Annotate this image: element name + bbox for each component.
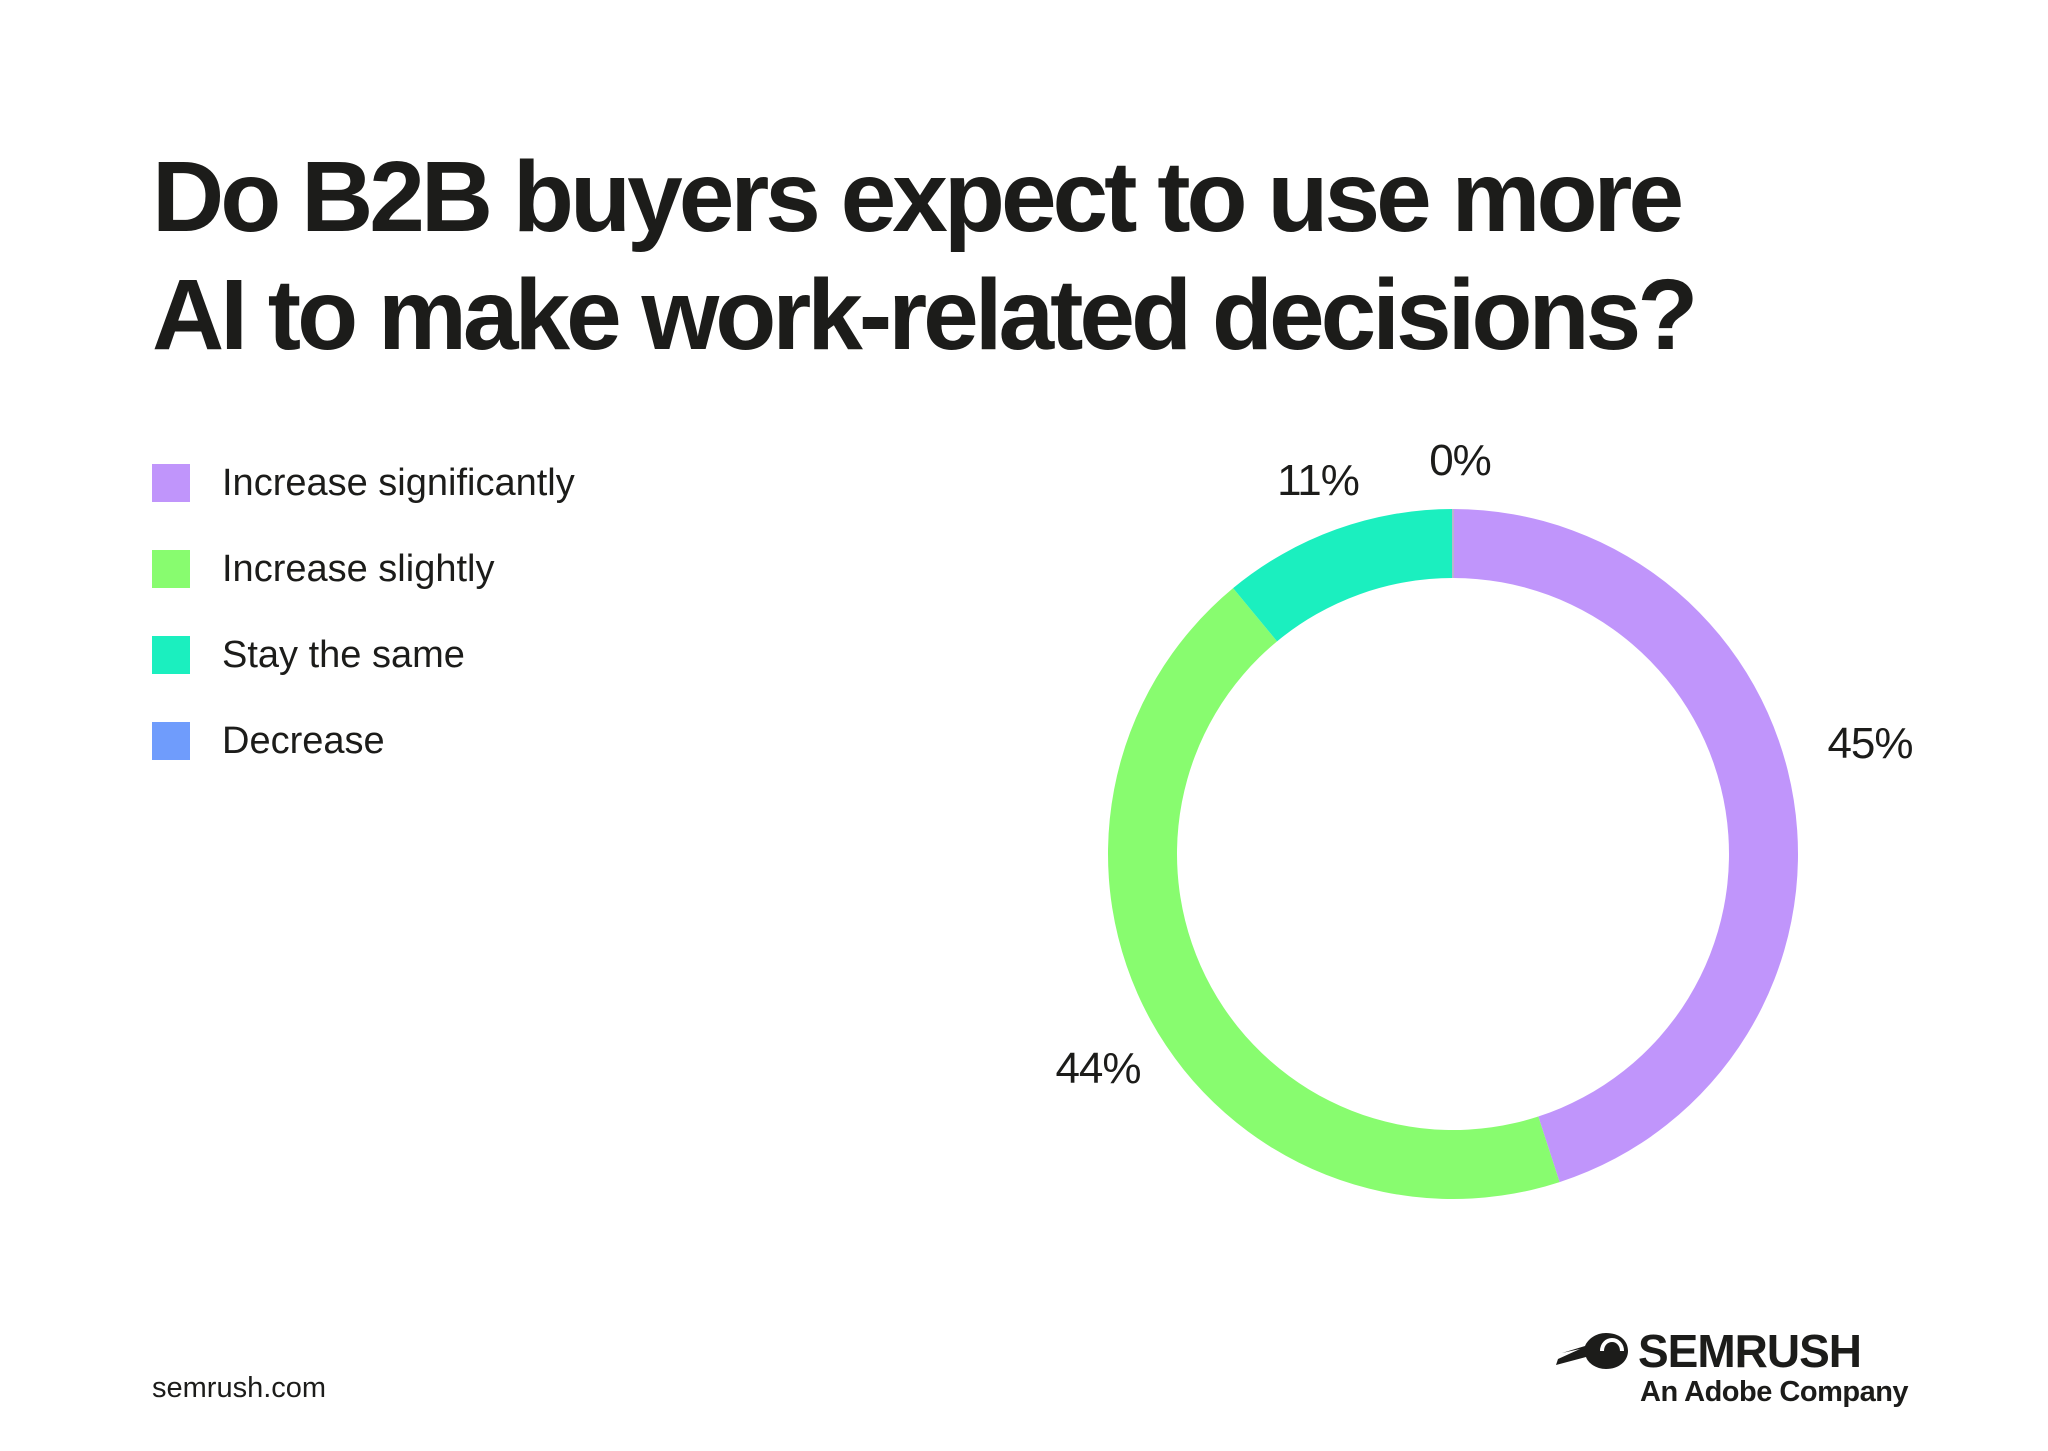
donut-slice-increase-slightly: [1107, 588, 1560, 1199]
legend-label: Increase slightly: [222, 547, 495, 590]
legend-item-decrease: Decrease: [152, 698, 575, 784]
legend-label: Decrease: [222, 719, 385, 762]
chart-legend: Increase significantly Increase slightly…: [152, 440, 575, 784]
data-label-increase-significantly: 45%: [1827, 719, 1912, 768]
legend-swatch: [152, 722, 190, 760]
chart-title-line-2: AI to make work-related decisions?: [152, 259, 1698, 371]
donut-slice-increase-significantly: [1453, 509, 1799, 1183]
donut-slice-stay-the-same: [1233, 509, 1453, 642]
legend-item-increase-significantly: Increase significantly: [152, 440, 575, 526]
chart-title-line-1: Do B2B buyers expect to use more: [152, 141, 1684, 253]
legend-label: Increase significantly: [222, 461, 575, 504]
legend-item-increase-slightly: Increase slightly: [152, 526, 575, 612]
data-label-decrease: 0%: [1429, 436, 1491, 485]
footer-url: semrush.com: [152, 1372, 327, 1404]
legend-swatch: [152, 550, 190, 588]
legend-swatch: [152, 464, 190, 502]
legend-swatch: [152, 636, 190, 674]
legend-item-stay-the-same: Stay the same: [152, 612, 575, 698]
data-label-increase-slightly: 44%: [1055, 1044, 1140, 1093]
data-label-stay-the-same: 11%: [1277, 456, 1359, 505]
semrush-fireball-icon: [1556, 1333, 1628, 1369]
brand-logo: SEMRUSH An Adobe Company: [1556, 1324, 1909, 1408]
brand-subtitle: An Adobe Company: [1640, 1376, 1909, 1408]
legend-label: Stay the same: [222, 633, 465, 676]
chart-title: Do B2B buyers expect to use more AI to m…: [152, 138, 1952, 374]
brand-name: SEMRUSH: [1638, 1325, 1862, 1377]
